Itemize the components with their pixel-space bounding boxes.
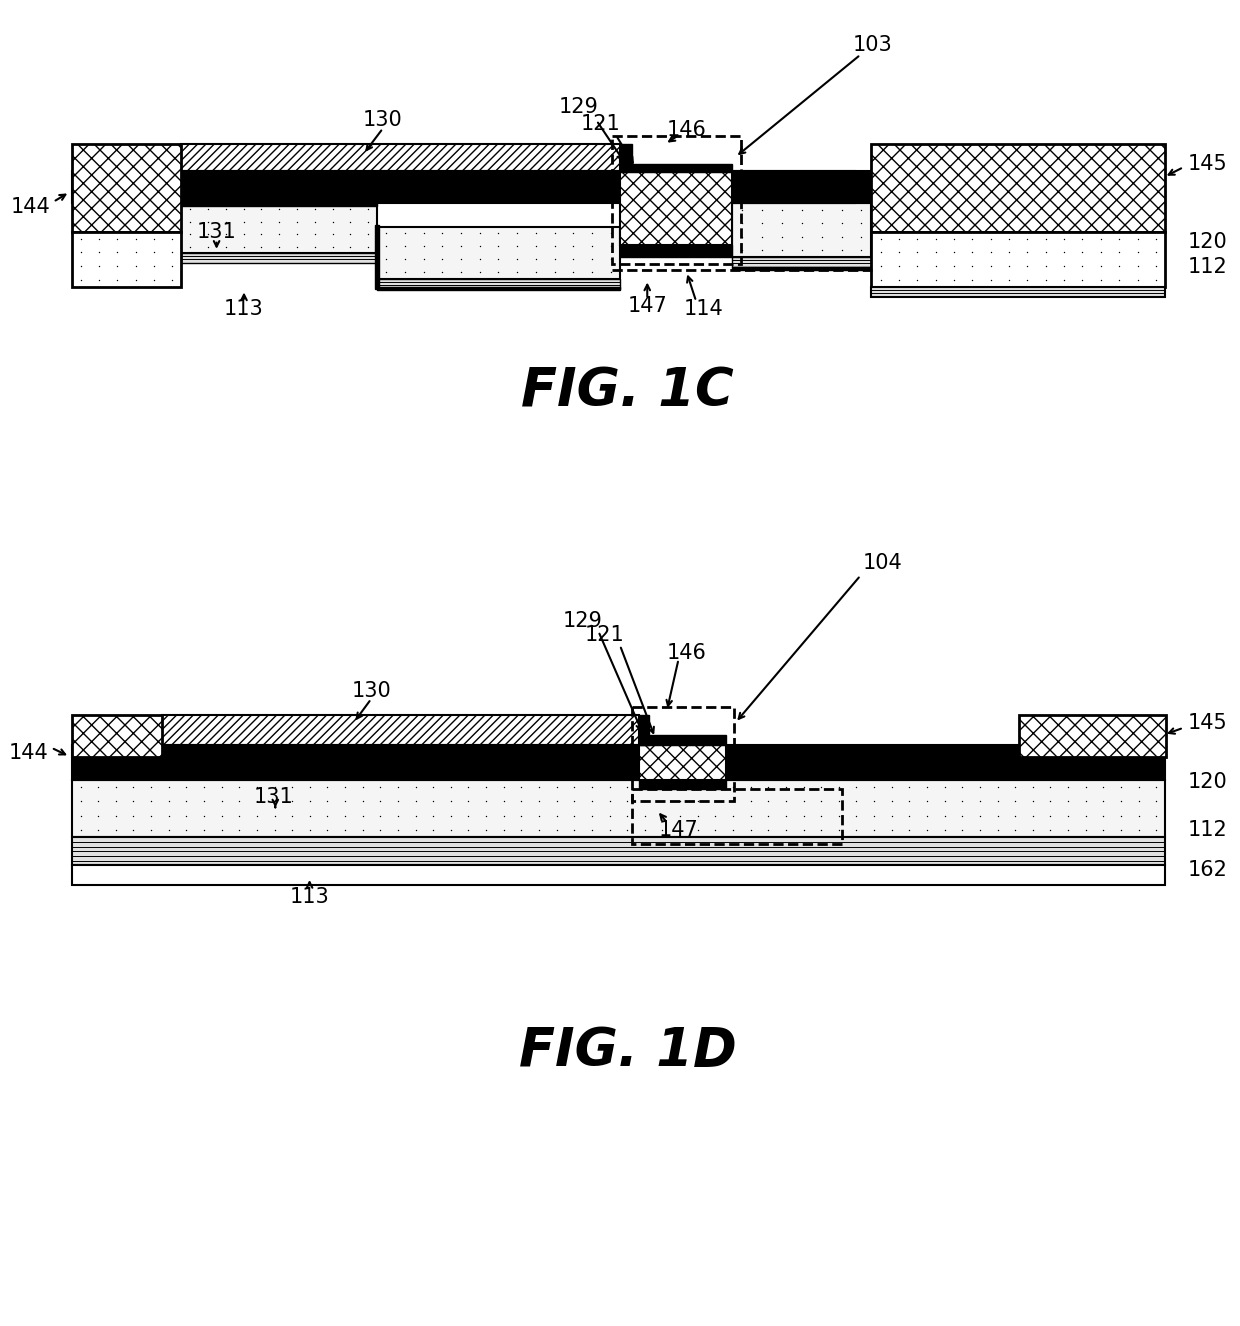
Bar bbox=[620, 145, 631, 171]
Bar bbox=[181, 253, 377, 263]
Bar bbox=[181, 145, 620, 171]
Text: 121: 121 bbox=[580, 114, 620, 134]
Bar bbox=[733, 257, 872, 267]
Text: 144: 144 bbox=[10, 198, 50, 217]
Text: 112: 112 bbox=[1188, 821, 1228, 841]
Text: 121: 121 bbox=[584, 625, 624, 646]
Text: 114: 114 bbox=[684, 300, 724, 320]
Bar bbox=[640, 715, 650, 745]
Text: 144: 144 bbox=[9, 743, 48, 762]
Text: 129: 129 bbox=[563, 611, 603, 631]
Bar bbox=[620, 164, 733, 172]
Bar bbox=[72, 865, 1166, 884]
Bar bbox=[872, 145, 1166, 232]
Bar bbox=[1019, 715, 1166, 757]
Bar bbox=[181, 203, 377, 206]
Bar bbox=[620, 245, 733, 257]
Text: 145: 145 bbox=[1188, 713, 1228, 733]
Text: 103: 103 bbox=[853, 34, 893, 54]
Bar bbox=[872, 232, 1166, 286]
Bar bbox=[631, 707, 734, 801]
Text: 130: 130 bbox=[351, 680, 391, 701]
Text: 130: 130 bbox=[363, 110, 403, 130]
Bar bbox=[161, 715, 640, 745]
Text: 104: 104 bbox=[862, 553, 901, 573]
Text: FIG. 1C: FIG. 1C bbox=[521, 365, 734, 418]
Bar bbox=[640, 745, 725, 780]
Text: 145: 145 bbox=[1188, 154, 1228, 174]
Text: 120: 120 bbox=[1188, 773, 1228, 793]
Bar bbox=[613, 137, 742, 264]
Text: 147: 147 bbox=[627, 297, 667, 317]
Bar bbox=[872, 286, 1166, 297]
Bar bbox=[733, 171, 1166, 203]
Text: 112: 112 bbox=[1188, 257, 1228, 277]
Text: FIG. 1D: FIG. 1D bbox=[518, 1025, 737, 1077]
Bar bbox=[72, 145, 181, 232]
Bar bbox=[72, 171, 854, 203]
Text: 131: 131 bbox=[253, 788, 293, 808]
Bar bbox=[733, 267, 872, 269]
Text: 113: 113 bbox=[224, 300, 264, 320]
Bar bbox=[620, 172, 733, 245]
Bar bbox=[72, 232, 181, 286]
Text: 162: 162 bbox=[1188, 861, 1228, 880]
Bar bbox=[377, 286, 620, 289]
Bar bbox=[72, 715, 161, 757]
Bar bbox=[376, 225, 379, 289]
Text: 131: 131 bbox=[197, 221, 237, 241]
Text: 146: 146 bbox=[666, 121, 707, 141]
Bar bbox=[181, 203, 377, 253]
Text: 129: 129 bbox=[559, 97, 599, 117]
Bar bbox=[377, 227, 620, 278]
Text: 113: 113 bbox=[290, 887, 330, 907]
Bar bbox=[631, 789, 842, 845]
Bar bbox=[72, 780, 1166, 837]
Bar bbox=[72, 745, 1166, 780]
Bar bbox=[377, 278, 620, 289]
Text: 147: 147 bbox=[658, 821, 698, 841]
Bar bbox=[733, 203, 872, 257]
Bar bbox=[72, 837, 1166, 865]
Bar bbox=[640, 780, 725, 789]
Text: 146: 146 bbox=[666, 643, 707, 663]
Text: 120: 120 bbox=[1188, 232, 1228, 252]
Bar bbox=[640, 735, 725, 745]
